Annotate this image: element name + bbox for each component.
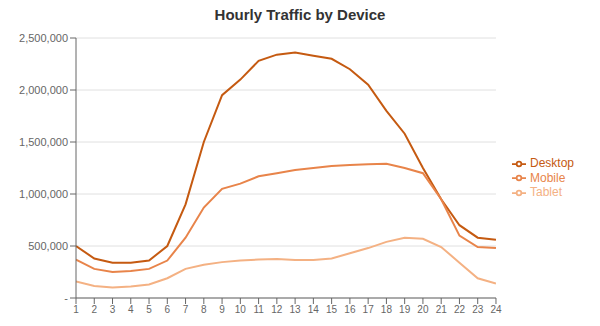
svg-text:18: 18 (381, 304, 393, 315)
html-text:Hourly Traffic by Device: Hourly Traffic by Device (214, 6, 386, 23)
html-text:Desktop: Desktop (530, 155, 574, 170)
svg-text:-: - (64, 292, 68, 304)
svg-text:23: 23 (472, 304, 484, 315)
svg-text:4: 4 (128, 304, 134, 315)
html-text:Mobile: Mobile (530, 170, 566, 185)
svg-text:2,000,000: 2,000,000 (19, 84, 68, 96)
svg-text:10: 10 (235, 304, 247, 315)
svg-text:6: 6 (165, 304, 171, 315)
svg-text:13: 13 (290, 304, 302, 315)
svg-text:15: 15 (326, 304, 338, 315)
svg-text:14: 14 (308, 304, 320, 315)
svg-text:3: 3 (110, 304, 116, 315)
svg-text:1: 1 (73, 304, 79, 315)
svg-text:5: 5 (146, 304, 152, 315)
svg-text:11: 11 (253, 304, 264, 315)
svg-text:9: 9 (219, 304, 225, 315)
svg-text:12: 12 (271, 304, 283, 315)
svg-text:1,000,000: 1,000,000 (19, 188, 68, 200)
svg-text:21: 21 (436, 304, 448, 315)
svg-text:24: 24 (490, 304, 502, 315)
svg-text:1,500,000: 1,500,000 (19, 136, 68, 148)
svg-text:22: 22 (454, 304, 466, 315)
svg-text:2,500,000: 2,500,000 (19, 32, 68, 44)
svg-text:17: 17 (363, 304, 375, 315)
svg-text:20: 20 (417, 304, 429, 315)
html-text:Tablet: Tablet (530, 185, 562, 200)
svg-text:2: 2 (91, 304, 97, 315)
svg-text:500,000: 500,000 (28, 240, 68, 252)
svg-text:7: 7 (183, 304, 189, 315)
svg-text:19: 19 (399, 304, 411, 315)
svg-text:16: 16 (344, 304, 356, 315)
svg-text:8: 8 (201, 304, 207, 315)
